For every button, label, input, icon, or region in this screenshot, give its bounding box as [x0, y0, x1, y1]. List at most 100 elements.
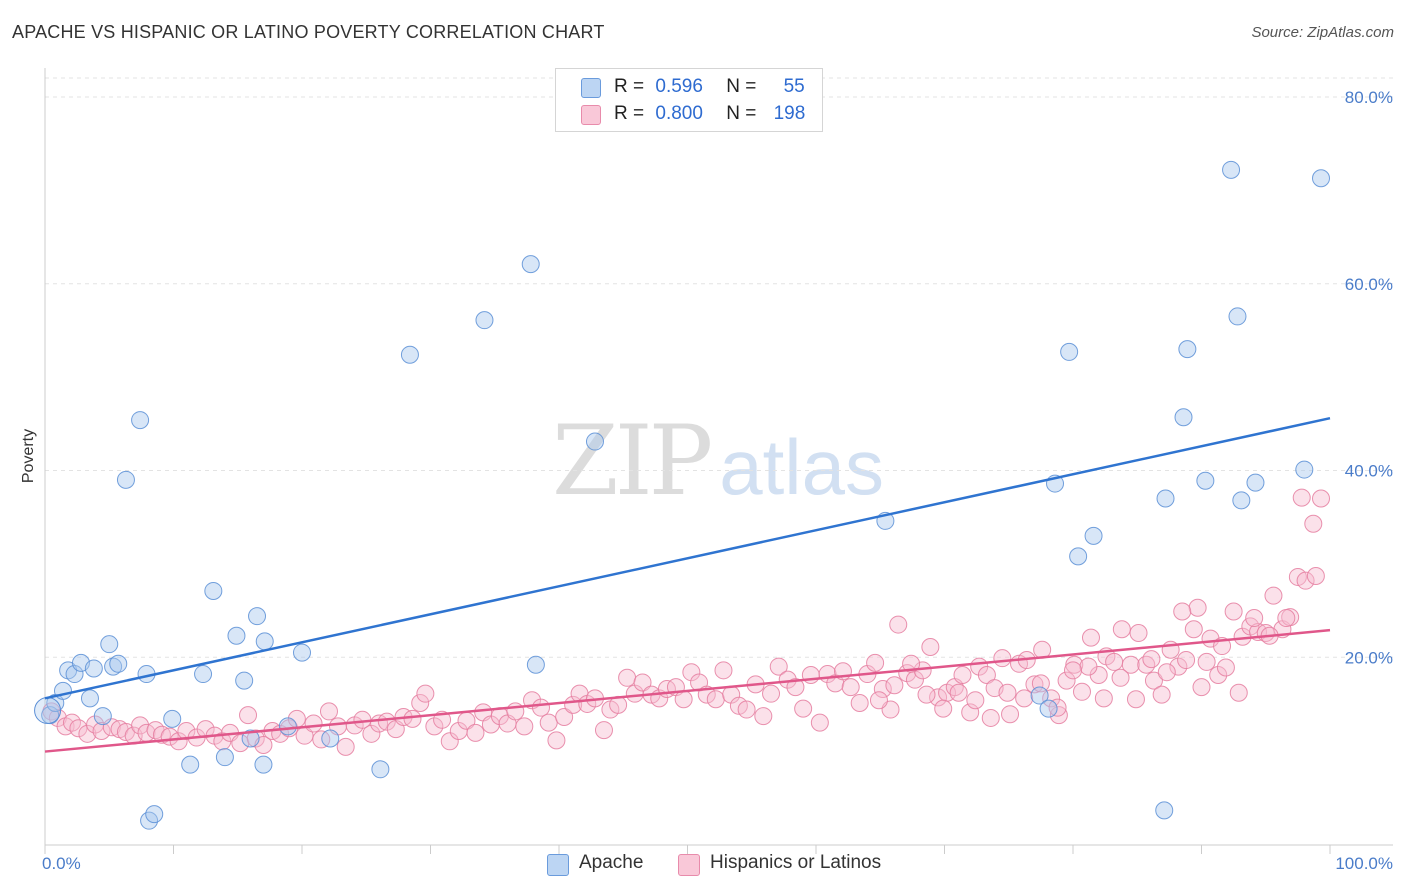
apache-point	[1174, 408, 1193, 427]
y-axis-label: Poverty	[20, 429, 37, 483]
hispanic-point	[1121, 655, 1140, 674]
hispanic-point	[196, 720, 215, 739]
apache-point	[100, 635, 119, 654]
hispanic-point	[1042, 689, 1061, 708]
hispanic-point	[169, 732, 188, 751]
apache-point	[84, 659, 103, 678]
hispanic-point	[555, 708, 574, 727]
hispanic-trend-line	[44, 628, 1331, 753]
hispanic-point	[239, 706, 258, 725]
hispanic-point	[1064, 661, 1082, 680]
series-legend: Apache Hispanics or Latinos	[0, 852, 1406, 878]
hispanic-point	[1057, 671, 1076, 690]
legend-item-apache-label: Apache	[579, 852, 644, 873]
hispanic-point	[953, 665, 972, 684]
hispanic-point	[961, 703, 980, 722]
apache-point	[521, 255, 540, 274]
y-tick-label: 60.0%	[1345, 275, 1393, 294]
hispanic-point	[440, 732, 459, 751]
apache-swatch	[581, 78, 601, 98]
hispanic-point	[934, 699, 953, 718]
hispanic-point	[304, 714, 323, 733]
apache-point	[254, 755, 273, 774]
hispanic-point	[1152, 685, 1171, 704]
apache-point	[400, 345, 419, 364]
hispanic-point	[1306, 567, 1325, 586]
r-label: R =	[614, 76, 645, 97]
apache-point	[116, 470, 135, 489]
hispanic-point	[618, 668, 637, 687]
stats-legend: R = 0.596 N = 55 R = 0.800 N = 198	[555, 68, 823, 132]
hispanic-point	[78, 724, 97, 743]
hispanic-point	[1157, 663, 1176, 682]
apache-legend-swatch	[547, 854, 569, 876]
hispanic-point	[312, 730, 331, 749]
r-label: R =	[614, 103, 645, 124]
apache-point	[278, 717, 297, 736]
hispanic-point	[674, 690, 693, 709]
apache-point	[585, 432, 604, 451]
hispanic-point	[981, 708, 1000, 727]
hispanic-point	[1277, 609, 1296, 628]
legend-item-hispanic-label: Hispanics or Latinos	[710, 852, 882, 873]
hispanic-point	[1065, 655, 1084, 674]
hispanic-point	[1025, 675, 1044, 694]
hispanic-point	[902, 654, 921, 673]
apache-point	[131, 411, 150, 430]
hispanic-point	[794, 699, 813, 718]
hispanic-point	[532, 698, 551, 717]
apache-point	[1312, 169, 1331, 188]
apache-point	[215, 748, 234, 767]
hispanic-point	[1296, 571, 1315, 590]
hispanic-point	[1105, 652, 1124, 671]
hispanic-point	[885, 676, 904, 695]
hispanic-point	[1229, 683, 1248, 702]
hispanic-point	[411, 694, 430, 713]
apache-point	[1228, 307, 1247, 326]
apache-point	[227, 626, 246, 645]
hispanic-point	[1177, 651, 1196, 670]
apache-point	[163, 709, 182, 728]
hispanic-point	[466, 723, 485, 742]
hispanic-point	[1144, 671, 1163, 690]
hispanic-point	[873, 679, 892, 698]
hispanic-legend-swatch	[678, 854, 700, 876]
apache-point	[145, 805, 164, 824]
apache-point	[526, 655, 545, 674]
apache-point	[1069, 547, 1088, 566]
hispanic-point	[377, 712, 396, 731]
n-label: N =	[726, 76, 757, 97]
y-tick-label: 40.0%	[1345, 462, 1393, 481]
apache-point	[1039, 699, 1058, 718]
apache-point	[34, 696, 62, 724]
hispanic-point	[841, 678, 860, 697]
apache-point	[235, 671, 254, 690]
hispanic-point	[92, 722, 111, 741]
r-value: 0.596	[655, 76, 703, 97]
hispanic-point	[1264, 586, 1283, 605]
n-value: 198	[773, 103, 806, 124]
x-tick-label: 0.0%	[42, 854, 81, 873]
apache-point	[293, 643, 311, 662]
hispanic-point	[706, 690, 725, 709]
apache-point	[248, 607, 267, 626]
apache-point	[371, 760, 390, 779]
hispanic-point	[1245, 609, 1264, 628]
grid-lines	[45, 77, 1393, 658]
chart-title: APACHE VS HISPANIC OR LATINO POVERTY COR…	[12, 22, 605, 42]
hispanic-point	[1216, 658, 1235, 677]
y-tick-label: 20.0%	[1345, 648, 1393, 667]
hispanic-point	[1015, 689, 1034, 708]
hispanic-swatch	[581, 105, 601, 125]
hispanic-point	[1094, 689, 1113, 708]
axes	[44, 68, 1393, 854]
hispanic-point	[416, 684, 435, 703]
watermark: ZIP atlas	[552, 405, 884, 517]
hispanic-point	[1137, 655, 1156, 674]
apache-point	[80, 689, 99, 708]
hispanic-point	[69, 719, 88, 738]
hispanic-point	[336, 737, 355, 756]
hispanic-point	[246, 729, 265, 748]
hispanic-point	[1304, 514, 1323, 533]
